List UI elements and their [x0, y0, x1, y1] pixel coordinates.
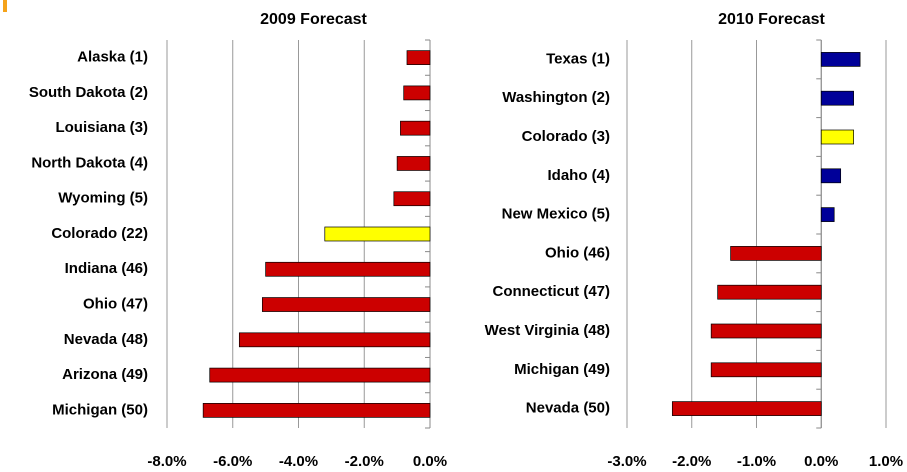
category-label: Louisiana (3)	[55, 119, 148, 136]
bar	[265, 261, 431, 277]
x-tick-label: -4.0%	[279, 453, 318, 470]
category-label: Connecticut (47)	[492, 283, 610, 300]
x-tick-label: 0.0%	[804, 453, 838, 470]
category-label: Alaska (1)	[77, 49, 148, 66]
bar	[730, 246, 822, 261]
bar	[710, 362, 822, 378]
bar	[261, 297, 431, 312]
category-label: Idaho (4)	[548, 167, 611, 184]
x-tick-label: -3.0%	[607, 453, 646, 470]
x-tick-label: 1.0%	[869, 453, 903, 470]
x-tick-label: -2.0%	[345, 453, 384, 470]
x-tick-label: -1.0%	[737, 453, 776, 470]
accent-mark	[3, 0, 7, 12]
bar	[238, 332, 431, 348]
chart-title: 2010 Forecast	[718, 11, 825, 28]
bar	[671, 401, 822, 416]
bar	[820, 52, 861, 67]
x-tick-label: -8.0%	[147, 453, 186, 470]
category-label: Michigan (50)	[52, 401, 148, 418]
bar	[717, 284, 822, 300]
bar	[396, 156, 431, 171]
x-tick-label: 0.0%	[413, 453, 447, 470]
x-tick-label: -2.0%	[672, 453, 711, 470]
bar	[406, 50, 431, 65]
category-label: Ohio (47)	[83, 296, 148, 313]
category-label: Ohio (46)	[545, 244, 610, 261]
bar	[324, 226, 431, 242]
category-label: Michigan (49)	[514, 361, 610, 378]
x-tick-label: -6.0%	[213, 453, 252, 470]
category-label: West Virginia (48)	[485, 322, 610, 339]
bar	[403, 85, 431, 101]
bar	[820, 90, 854, 106]
category-label: Wyoming (5)	[58, 190, 148, 207]
category-label: South Dakota (2)	[29, 84, 148, 101]
bar	[820, 129, 854, 145]
bar	[820, 168, 842, 184]
chart-title: 2009 Forecast	[260, 11, 367, 28]
category-label: Colorado (22)	[51, 225, 148, 242]
category-label: Nevada (48)	[64, 331, 148, 348]
bar	[400, 120, 431, 136]
category-label: North Dakota (4)	[31, 154, 148, 171]
bar	[820, 207, 835, 222]
category-label: Washington (2)	[502, 89, 610, 106]
bar	[209, 367, 431, 383]
bar	[393, 191, 431, 207]
category-label: New Mexico (5)	[502, 206, 610, 223]
category-label: Colorado (3)	[522, 128, 610, 145]
bar	[202, 403, 431, 418]
bar	[710, 323, 822, 339]
category-label: Texas (1)	[546, 50, 610, 67]
category-label: Indiana (46)	[65, 260, 148, 277]
category-label: Nevada (50)	[526, 400, 610, 417]
category-label: Arizona (49)	[62, 366, 148, 383]
